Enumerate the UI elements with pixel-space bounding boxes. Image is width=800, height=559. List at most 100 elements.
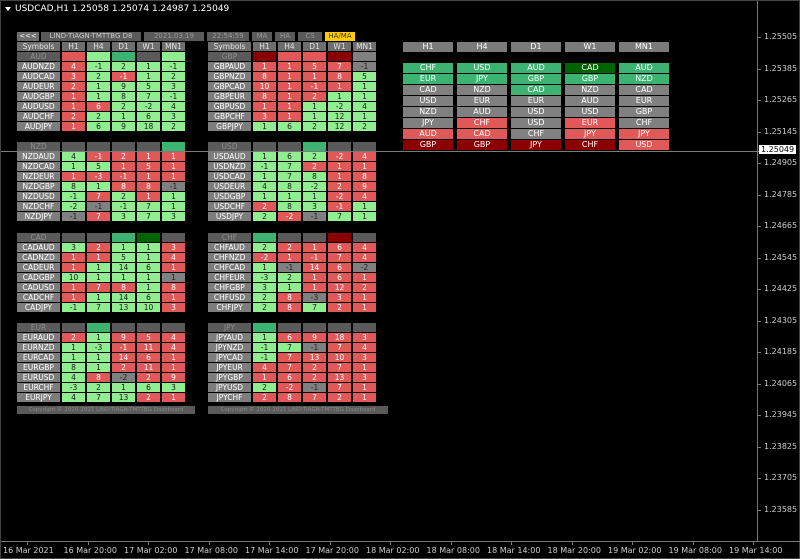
- symbol-button-cadjpy[interactable]: CADJPY: [17, 303, 60, 312]
- symbol-button-euraud[interactable]: EURAUD: [17, 333, 60, 342]
- symbol-button-nzdchf[interactable]: NZDCHF: [17, 202, 60, 211]
- value-cell: 1: [162, 363, 185, 372]
- cs-button[interactable]: CS: [298, 32, 322, 41]
- symbol-button-audgbp[interactable]: AUDGBP: [17, 92, 60, 101]
- symbol-button-cadusd[interactable]: CADUSD: [17, 283, 60, 292]
- symbol-button-gbpeur[interactable]: GBPEUR: [208, 92, 251, 101]
- value-cell: 1: [112, 383, 135, 392]
- value-cell: 3: [328, 293, 351, 302]
- symbol-button-eurchf[interactable]: EURCHF: [17, 383, 60, 392]
- symbol-button-cadgbp[interactable]: CADGBP: [17, 273, 60, 282]
- time-label: 17 Mar 20:00: [305, 546, 359, 555]
- symbol-button-chfaud[interactable]: CHFAUD: [208, 243, 251, 252]
- symbol-button-nzdjpy[interactable]: NZDJPY: [17, 212, 60, 221]
- symbol-button-gbpchf[interactable]: GBPCHF: [208, 112, 251, 121]
- value-cell: 2: [87, 112, 110, 121]
- value-cell: 4: [353, 192, 376, 201]
- price-label: 1.24185: [764, 347, 798, 356]
- value-cell: -1: [112, 172, 135, 181]
- symbol-button-usdgbp[interactable]: USDGBP: [208, 192, 251, 201]
- value-cell: 3: [353, 353, 376, 362]
- symbol-button-chfusd[interactable]: CHFUSD: [208, 293, 251, 302]
- symbol-button-chfjpy[interactable]: CHFJPY: [208, 303, 251, 312]
- symbol-button-gbpaud[interactable]: GBPAUD: [208, 62, 251, 71]
- symbol-button-audnzd[interactable]: AUDNZD: [17, 62, 60, 71]
- value-cell: 2: [62, 333, 85, 342]
- price-label: 1.24665: [764, 221, 798, 230]
- value-cell: 1: [253, 333, 276, 342]
- trend-indicator-d1: [112, 52, 135, 61]
- trend-indicator-h1: [253, 142, 276, 151]
- symbol-button-nzdusd[interactable]: NZDUSD: [17, 192, 60, 201]
- symbol-button-eurusd[interactable]: EURUSD: [17, 373, 60, 382]
- symbol-button-jpygbp[interactable]: JPYGBP: [208, 373, 251, 382]
- ha-button[interactable]: HA: [275, 32, 295, 41]
- symbol-button-eurgbp[interactable]: EURGBP: [17, 363, 60, 372]
- copyright-footer-right: Copyright © 2020-2021 LIND-TIAGN-TMTTBG …: [208, 406, 388, 414]
- value-cell: 1: [62, 102, 85, 111]
- symbol-button-nzdgbp[interactable]: NZDGBP: [17, 182, 60, 191]
- trend-indicator-mn1: [162, 142, 185, 151]
- symbol-button-audeur[interactable]: AUDEUR: [17, 82, 60, 91]
- summary-cell: JPY: [403, 118, 453, 128]
- symbol-button-usdnzd[interactable]: USDNZD: [208, 162, 251, 171]
- symbol-button-usdeur[interactable]: USDEUR: [208, 182, 251, 191]
- value-cell: 14: [112, 263, 135, 272]
- symbol-button-audcad[interactable]: AUDCAD: [17, 72, 60, 81]
- value-cell: 1: [87, 353, 110, 362]
- symbol-button-nzdaud[interactable]: NZDAUD: [17, 152, 60, 161]
- symbol-button-chfnzd[interactable]: CHFNZD: [208, 253, 251, 262]
- symbol-button-chfcad[interactable]: CHFCAD: [208, 263, 251, 272]
- time-axis[interactable]: 16 Mar 2021 16 Mar 20:00 17 Mar 02:00 17 Ma…: [1, 541, 800, 559]
- symbol-button-cadchf[interactable]: CADCHF: [17, 293, 60, 302]
- trend-indicator-h1: [253, 52, 276, 61]
- symbol-button-gbpnzd[interactable]: GBPNZD: [208, 72, 251, 81]
- symbol-button-cadaud[interactable]: CADAUD: [17, 243, 60, 252]
- value-cell: 3: [162, 82, 185, 91]
- symbol-button-eurnzd[interactable]: EURNZD: [17, 343, 60, 352]
- value-cell: 1: [303, 72, 326, 81]
- symbol-button-jpynzd[interactable]: JPYNZD: [208, 343, 251, 352]
- symbol-button-jpyusd[interactable]: JPYUSD: [208, 383, 251, 392]
- value-cell: 5: [137, 162, 160, 171]
- symbol-button-chfeur[interactable]: CHFEUR: [208, 273, 251, 282]
- symbol-button-nzdeur[interactable]: NZDEUR: [17, 172, 60, 181]
- symbol-button-eurjpy[interactable]: EURJPY: [17, 393, 60, 402]
- ha-ma-button[interactable]: HA/MA: [325, 32, 355, 41]
- value-cell: 1: [62, 263, 85, 272]
- trend-indicator-d1: [303, 142, 326, 151]
- dropdown-triangle-icon[interactable]: [5, 6, 11, 11]
- symbol-button-jpychf[interactable]: JPYCHF: [208, 393, 251, 402]
- ma-button[interactable]: MA: [252, 32, 272, 41]
- value-cell: 2: [62, 82, 85, 91]
- symbol-button-audjpy[interactable]: AUDJPY: [17, 122, 60, 131]
- symbol-button-audchf[interactable]: AUDCHF: [17, 112, 60, 121]
- symbol-button-gbpusd[interactable]: GBPUSD: [208, 102, 251, 111]
- symbol-button-cadeur[interactable]: CADEUR: [17, 263, 60, 272]
- back-button[interactable]: <<<: [17, 32, 39, 41]
- symbol-button-usdaud[interactable]: USDAUD: [208, 152, 251, 161]
- trend-indicator-h1: [62, 52, 85, 61]
- symbol-button-eurcad[interactable]: EURCAD: [17, 353, 60, 362]
- symbol-button-usdcad[interactable]: USDCAD: [208, 172, 251, 181]
- symbol-button-audusd[interactable]: AUDUSD: [17, 102, 60, 111]
- summary-header-d1: D1: [511, 42, 561, 52]
- symbol-button-jpycad[interactable]: JPYCAD: [208, 353, 251, 362]
- symbol-button-gbpcad[interactable]: GBPCAD: [208, 82, 251, 91]
- value-cell: -1: [87, 152, 110, 161]
- symbol-button-jpyaud[interactable]: JPYAUD: [208, 333, 251, 342]
- symbol-button-usdjpy[interactable]: USDJPY: [208, 212, 251, 221]
- price-tick: [758, 509, 761, 511]
- symbol-button-cadnzd[interactable]: CADNZD: [17, 253, 60, 262]
- price-axis[interactable]: 1.25049 1.25505 1.25385 1.25265 1.25145 1.24…: [757, 1, 799, 541]
- symbol-button-nzdcad[interactable]: NZDCAD: [17, 162, 60, 171]
- symbol-button-chfgbp[interactable]: CHFGBP: [208, 283, 251, 292]
- symbol-button-jpyeur[interactable]: JPYEUR: [208, 363, 251, 372]
- price-tick: [758, 194, 761, 196]
- value-cell: 2: [353, 283, 376, 292]
- symbol-button-gbpjpy[interactable]: GBPJPY: [208, 122, 251, 131]
- trend-indicator-w1: [328, 323, 351, 332]
- time-tick: [87, 542, 89, 545]
- symbol-button-usdchf[interactable]: USDCHF: [208, 202, 251, 211]
